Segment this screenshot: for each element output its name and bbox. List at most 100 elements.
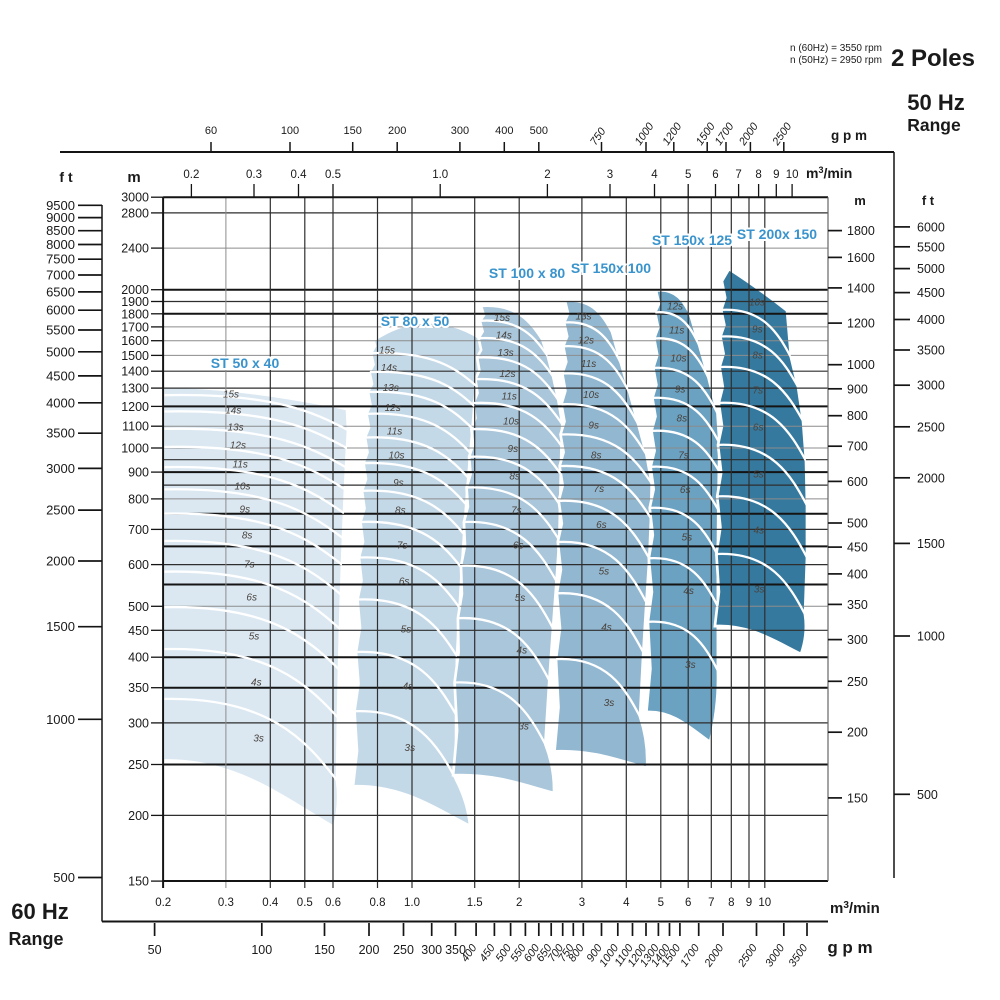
svg-text:10: 10: [758, 897, 771, 909]
svg-text:1.0: 1.0: [404, 897, 420, 909]
svg-text:6000: 6000: [917, 220, 945, 234]
svg-text:200: 200: [359, 943, 380, 957]
svg-text:50 Hz: 50 Hz: [907, 90, 964, 115]
svg-text:12s: 12s: [230, 441, 246, 452]
svg-text:150: 150: [128, 875, 149, 889]
svg-text:12s: 12s: [385, 403, 401, 414]
svg-text:8000: 8000: [46, 237, 75, 252]
svg-text:Range: Range: [907, 115, 961, 135]
svg-text:Range: Range: [8, 929, 63, 949]
svg-text:0.8: 0.8: [370, 897, 386, 909]
svg-text:4s: 4s: [517, 646, 528, 657]
svg-text:0.3: 0.3: [218, 897, 234, 909]
svg-text:f t: f t: [59, 169, 73, 185]
svg-text:1600: 1600: [847, 251, 875, 265]
svg-text:0.2: 0.2: [183, 169, 199, 181]
svg-text:1000: 1000: [847, 358, 875, 372]
svg-text:11s: 11s: [669, 326, 684, 337]
svg-text:8s: 8s: [752, 351, 763, 362]
svg-text:14s: 14s: [496, 331, 512, 342]
svg-text:10s: 10s: [503, 417, 519, 428]
svg-text:0.4: 0.4: [291, 169, 308, 181]
svg-text:1500: 1500: [121, 349, 149, 363]
svg-text:500: 500: [53, 870, 75, 885]
svg-text:n (60Hz) = 3550 rpm: n (60Hz) = 3550 rpm: [790, 43, 882, 54]
svg-text:8s: 8s: [591, 450, 602, 461]
svg-text:150: 150: [847, 791, 868, 805]
svg-text:400: 400: [847, 567, 868, 581]
svg-text:11s: 11s: [233, 460, 248, 471]
svg-text:900: 900: [847, 382, 868, 396]
svg-text:2 Poles: 2 Poles: [891, 45, 975, 72]
svg-text:500: 500: [847, 517, 868, 531]
svg-text:1100: 1100: [122, 420, 149, 434]
svg-text:9000: 9000: [46, 210, 75, 225]
svg-text:1800: 1800: [121, 307, 149, 321]
svg-text:7s: 7s: [511, 506, 522, 517]
svg-text:3s: 3s: [685, 660, 696, 671]
svg-text:15s: 15s: [494, 313, 510, 324]
svg-text:6s: 6s: [246, 593, 257, 604]
svg-text:3000: 3000: [917, 379, 945, 393]
svg-text:11s: 11s: [581, 359, 596, 370]
svg-text:7: 7: [735, 169, 741, 181]
svg-text:400: 400: [495, 125, 513, 137]
svg-text:900: 900: [128, 466, 149, 480]
svg-text:ST 50 x 40: ST 50 x 40: [211, 355, 280, 371]
svg-text:12s: 12s: [499, 369, 515, 380]
svg-text:3s: 3s: [518, 722, 529, 733]
svg-text:3000: 3000: [121, 191, 149, 205]
svg-text:3s: 3s: [604, 698, 615, 709]
svg-text:10s: 10s: [583, 390, 599, 401]
svg-text:4000: 4000: [46, 395, 75, 410]
svg-text:50: 50: [148, 943, 162, 957]
svg-text:1400: 1400: [847, 281, 875, 295]
svg-text:ST 150x 125: ST 150x 125: [652, 232, 732, 248]
svg-text:5000: 5000: [917, 262, 945, 276]
svg-text:5s: 5s: [599, 566, 610, 577]
svg-text:300: 300: [421, 943, 442, 957]
svg-text:200: 200: [847, 726, 868, 740]
svg-text:n (50Hz) = 2950 rpm: n (50Hz) = 2950 rpm: [790, 55, 882, 66]
svg-text:13s: 13s: [575, 312, 591, 323]
svg-text:150: 150: [344, 125, 362, 137]
svg-text:7: 7: [708, 897, 714, 909]
svg-text:2400: 2400: [121, 242, 149, 256]
svg-text:250: 250: [128, 758, 149, 772]
svg-text:1200: 1200: [121, 400, 149, 414]
svg-text:10: 10: [786, 169, 799, 181]
svg-text:800: 800: [847, 409, 868, 423]
svg-text:1500: 1500: [46, 619, 75, 634]
svg-text:m: m: [127, 169, 140, 186]
svg-text:m: m: [854, 193, 866, 208]
svg-text:1400: 1400: [121, 365, 149, 379]
svg-text:1.5: 1.5: [467, 897, 483, 909]
svg-text:5s: 5s: [401, 625, 412, 636]
svg-text:6500: 6500: [46, 284, 75, 299]
svg-text:450: 450: [847, 541, 868, 555]
svg-text:5: 5: [685, 169, 691, 181]
svg-text:500: 500: [530, 125, 548, 137]
svg-text:8: 8: [755, 169, 761, 181]
svg-text:8: 8: [728, 897, 734, 909]
svg-text:5500: 5500: [46, 323, 75, 338]
svg-text:15s: 15s: [223, 390, 239, 401]
svg-text:2500: 2500: [46, 503, 75, 518]
svg-text:6s: 6s: [596, 520, 607, 531]
svg-text:7s: 7s: [753, 385, 764, 396]
svg-text:5500: 5500: [917, 240, 945, 254]
svg-text:ST 150x 100: ST 150x 100: [571, 260, 651, 276]
svg-text:10s: 10s: [388, 451, 404, 462]
svg-text:9: 9: [773, 169, 779, 181]
svg-text:400: 400: [128, 651, 149, 665]
svg-text:500: 500: [128, 600, 149, 614]
svg-text:3s: 3s: [754, 585, 765, 596]
svg-text:ST 200x 150: ST 200x 150: [737, 226, 817, 242]
svg-text:0.2: 0.2: [155, 897, 171, 909]
svg-text:600: 600: [128, 558, 149, 572]
svg-text:10s: 10s: [234, 482, 250, 493]
svg-text:1.0: 1.0: [432, 169, 448, 181]
svg-text:1000: 1000: [121, 442, 149, 456]
svg-text:12s: 12s: [667, 301, 683, 312]
svg-text:100: 100: [251, 943, 272, 957]
